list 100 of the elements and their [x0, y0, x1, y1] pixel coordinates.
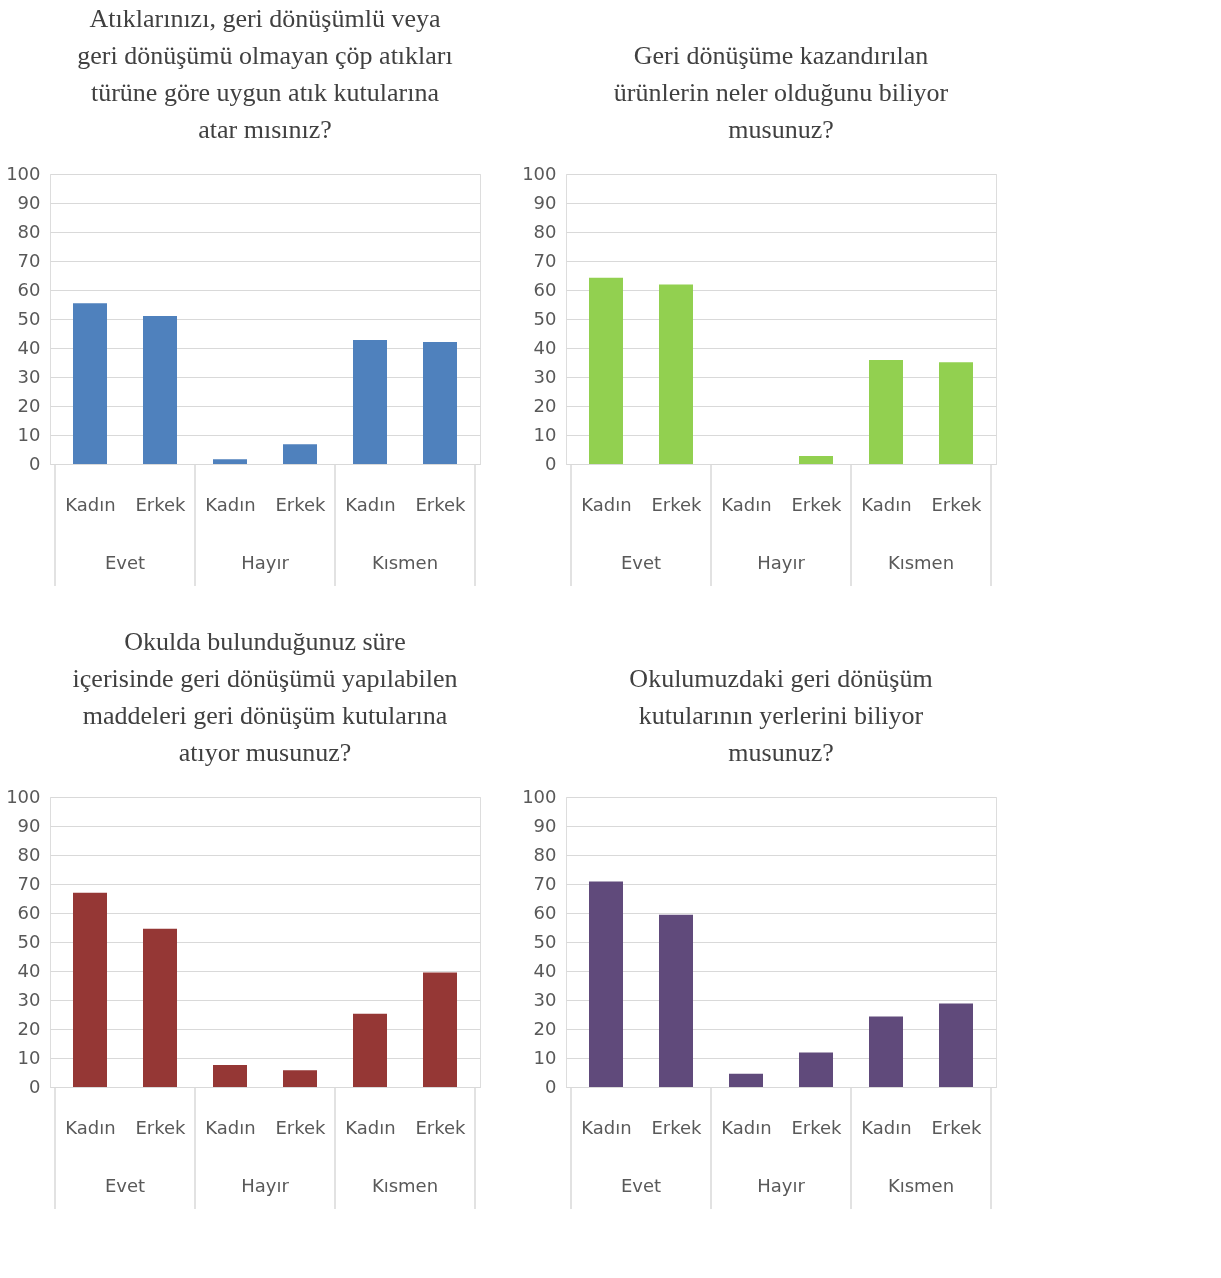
y-tick-label: 10	[17, 1046, 41, 1068]
y-tick-label: 10	[533, 1046, 557, 1068]
y-tick-label: 40	[17, 336, 41, 358]
bar	[353, 1013, 387, 1087]
bar	[143, 316, 177, 464]
x-tick-label: Erkek	[651, 493, 703, 515]
y-tick-label: 30	[17, 988, 41, 1010]
y-tick-label: 40	[533, 336, 557, 358]
y-tick-label: 90	[17, 191, 41, 213]
y-tick-label: 70	[17, 872, 41, 894]
y-tick-label: 0	[545, 1075, 557, 1097]
y-tick-label: 20	[533, 394, 557, 416]
y-tick-label: 90	[17, 814, 41, 836]
y-tick-label: 10	[533, 423, 557, 445]
y-tick-label: 80	[533, 843, 557, 865]
text: Kısmen	[887, 1175, 955, 1196]
y-tick-label: 80	[17, 843, 41, 865]
text: Evet	[104, 552, 146, 573]
x-tick-label: Kadın	[721, 493, 772, 515]
y-tick-label: 70	[533, 872, 557, 894]
y-tick-label: 0	[545, 452, 557, 474]
y-tick-label: 100	[6, 162, 41, 184]
y-tick-label: 50	[533, 930, 557, 952]
text: Kısmen	[371, 552, 439, 573]
y-tick-label: 60	[17, 901, 41, 923]
y-tick-label: 80	[17, 220, 41, 242]
bar	[869, 359, 903, 464]
x-tick-label: Kadın	[861, 1116, 912, 1138]
y-tick-label: 90	[533, 814, 557, 836]
bar	[939, 362, 973, 464]
x-tick-label: Kadın	[721, 1116, 772, 1138]
x-tick-label: Erkek	[135, 1116, 187, 1138]
y-tick-label: 0	[29, 1075, 41, 1097]
y-tick-label: 70	[533, 249, 557, 271]
y-tick-label: 100	[522, 785, 557, 807]
y-tick-label: 20	[17, 1017, 41, 1039]
x-tick-label: Kadın	[345, 1116, 396, 1138]
x-tick-label: Kadın	[581, 1116, 632, 1138]
bar	[589, 277, 623, 464]
x-tick-label: Kadın	[65, 493, 116, 515]
bar	[799, 455, 833, 464]
bar	[589, 881, 623, 1087]
x-tick-label: Erkek	[135, 493, 187, 515]
chart-title: Okulumuzdaki geri dönüşüm kutularının yerlerini biliyor musunuz?	[629, 664, 933, 767]
y-tick-label: 60	[533, 278, 557, 300]
y-tick-label: 40	[533, 959, 557, 981]
x-tick-label: Erkek	[415, 493, 467, 515]
text: Evet	[620, 1175, 662, 1196]
text: Evet	[104, 1175, 146, 1196]
y-tick-label: 0	[29, 452, 41, 474]
bar	[283, 444, 317, 464]
x-tick-label: Erkek	[931, 1116, 983, 1138]
bar	[73, 892, 107, 1087]
x-tick-label: Kadın	[65, 1116, 116, 1138]
x-tick-label: Kadın	[345, 493, 396, 515]
bar	[869, 1016, 903, 1087]
y-tick-label: 30	[533, 988, 557, 1010]
text: Hayır	[757, 552, 806, 573]
bar	[939, 1003, 973, 1087]
bar	[659, 284, 693, 464]
y-tick-label: 60	[17, 278, 41, 300]
y-tick-label: 20	[533, 1017, 557, 1039]
bar	[213, 459, 247, 464]
y-tick-label: 40	[17, 959, 41, 981]
y-tick-label: 60	[533, 901, 557, 923]
bar	[423, 972, 457, 1087]
bar	[283, 1070, 317, 1087]
x-tick-label: Erkek	[415, 1116, 467, 1138]
chart-title: Geri dönüşüme kazandırılan ürünlerin neler olduğunu biliyor musunuz?	[613, 41, 949, 144]
bar	[799, 1052, 833, 1087]
y-tick-label: 10	[17, 423, 41, 445]
y-tick-label: 70	[17, 249, 41, 271]
bar	[353, 339, 387, 464]
x-tick-label: Erkek	[791, 493, 843, 515]
chart-title: Okulda bulunduğunuz süre içerisinde geri dönüşümü yapılabilen maddeleri geri dönüşüm kutularına atıyor musunuz?	[72, 627, 458, 767]
x-tick-label: Kadın	[581, 493, 632, 515]
x-tick-label: Erkek	[931, 493, 983, 515]
x-tick-label: Erkek	[791, 1116, 843, 1138]
text: Hayır	[757, 1175, 806, 1196]
y-tick-label: 50	[533, 307, 557, 329]
bar	[73, 303, 107, 464]
bar	[143, 928, 177, 1087]
x-tick-label: Kadın	[205, 493, 256, 515]
y-tick-label: 30	[17, 365, 41, 387]
text: Evet	[620, 552, 662, 573]
chart-title: Atıklarınızı, geri dönüşümlü veya geri dönüşümü olmayan çöp atıkları türüne göre uygun atık kutularına atar mısınız?	[77, 4, 453, 144]
bar	[213, 1064, 247, 1087]
x-tick-label: Kadın	[861, 493, 912, 515]
x-tick-label: Kadın	[205, 1116, 256, 1138]
y-tick-label: 80	[533, 220, 557, 242]
y-tick-label: 30	[533, 365, 557, 387]
y-tick-label: 100	[522, 162, 557, 184]
text: Kısmen	[887, 552, 955, 573]
y-tick-label: 50	[17, 307, 41, 329]
y-tick-label: 100	[6, 785, 41, 807]
x-tick-label: Erkek	[651, 1116, 703, 1138]
text: Hayır	[241, 1175, 290, 1196]
y-tick-label: 50	[17, 930, 41, 952]
y-tick-label: 20	[17, 394, 41, 416]
y-tick-label: 90	[533, 191, 557, 213]
